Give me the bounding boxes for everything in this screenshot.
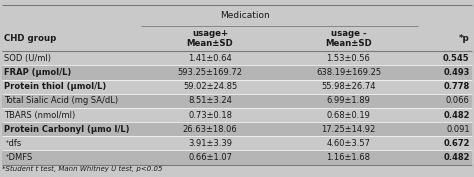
Text: ⁺DMFS: ⁺DMFS [4, 153, 33, 162]
Text: *Student t test, Mann Whitney U test, p<0.05: *Student t test, Mann Whitney U test, p<… [2, 166, 163, 173]
Text: 26.63±18.06: 26.63±18.06 [182, 125, 237, 134]
Text: ⁺dfs: ⁺dfs [4, 139, 21, 148]
Text: 4.60±3.57: 4.60±3.57 [327, 139, 371, 148]
Text: Medication: Medication [220, 11, 270, 20]
Text: Total Sialic Acid (mg SA/dL): Total Sialic Acid (mg SA/dL) [4, 96, 118, 105]
Text: 1.53±0.56: 1.53±0.56 [327, 54, 370, 63]
Text: 0.68±0.19: 0.68±0.19 [327, 111, 370, 119]
Text: Protein Carbonyl (μmo l/L): Protein Carbonyl (μmo l/L) [4, 125, 130, 134]
Text: 0.091: 0.091 [446, 125, 470, 134]
Text: CHD group: CHD group [4, 34, 56, 43]
Text: TBARS (nmol/ml): TBARS (nmol/ml) [4, 111, 75, 119]
Text: 0.545: 0.545 [443, 54, 470, 63]
Text: 0.066: 0.066 [446, 96, 470, 105]
Text: usage+
Mean±SD: usage+ Mean±SD [187, 29, 233, 48]
Bar [2, 80, 472, 94]
Text: FRAP (μmol/L): FRAP (μmol/L) [4, 68, 72, 77]
Text: 0.482: 0.482 [443, 153, 470, 162]
Text: 3.91±3.39: 3.91±3.39 [188, 139, 232, 148]
Text: 8.51±3.24: 8.51±3.24 [188, 96, 232, 105]
Bar [2, 94, 472, 108]
Text: SOD (U/ml): SOD (U/ml) [4, 54, 51, 63]
Text: 6.99±1.89: 6.99±1.89 [327, 96, 370, 105]
Text: 17.25±14.92: 17.25±14.92 [321, 125, 375, 134]
Text: 0.778: 0.778 [444, 82, 470, 91]
Bar [2, 65, 472, 80]
Text: 0.73±0.18: 0.73±0.18 [188, 111, 232, 119]
Text: 0.482: 0.482 [443, 111, 470, 119]
Bar [2, 150, 472, 165]
Text: 1.41±0.64: 1.41±0.64 [188, 54, 232, 63]
Bar [2, 108, 472, 122]
Text: *p: *p [459, 34, 470, 43]
Text: 0.493: 0.493 [443, 68, 470, 77]
Text: Protein thiol (μmol/L): Protein thiol (μmol/L) [4, 82, 107, 91]
Bar [2, 51, 472, 65]
Text: 59.02±24.85: 59.02±24.85 [183, 82, 237, 91]
Text: 638.19±169.25: 638.19±169.25 [316, 68, 381, 77]
Text: usage -
Mean±SD: usage - Mean±SD [325, 29, 372, 48]
Text: 55.98±26.74: 55.98±26.74 [321, 82, 376, 91]
Text: 1.16±1.68: 1.16±1.68 [327, 153, 371, 162]
Text: 593.25±169.72: 593.25±169.72 [178, 68, 243, 77]
Bar [2, 136, 472, 150]
Bar [2, 122, 472, 136]
Text: 0.672: 0.672 [443, 139, 470, 148]
Text: 0.66±1.07: 0.66±1.07 [188, 153, 232, 162]
